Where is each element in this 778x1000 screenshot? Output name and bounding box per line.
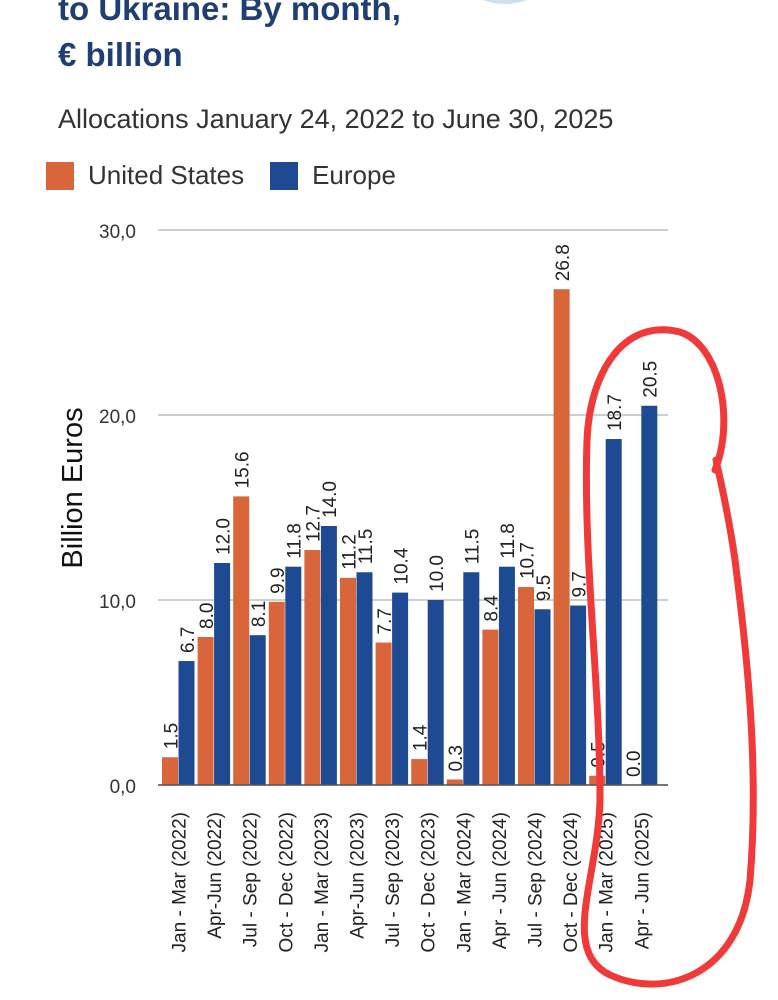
data-label: 10.4: [391, 547, 412, 584]
legend-item-europe: Europe: [270, 160, 396, 191]
bar-europe: [356, 572, 373, 785]
bar-us: [268, 601, 285, 785]
x-tick-label: Apr-Jun (2023): [348, 812, 369, 939]
data-label: 9.5: [534, 575, 555, 601]
bar-us: [411, 759, 428, 785]
bar-europe: [498, 566, 515, 785]
data-label: 11.5: [356, 529, 377, 565]
legend-label-us: United States: [88, 160, 245, 190]
data-label: 11.8: [285, 523, 306, 559]
data-label: 0.0: [624, 751, 645, 777]
title-line-2: € billion: [58, 36, 183, 73]
data-label: 12.0: [213, 518, 234, 555]
data-label: 10.0: [427, 555, 448, 592]
data-label: 20.5: [641, 361, 662, 398]
x-tick-label: Jul - Sep (2024): [526, 812, 547, 947]
data-label: 1.4: [410, 724, 431, 751]
bar-europe: [605, 439, 622, 785]
legend: United States Europe: [46, 160, 422, 191]
data-label: 9.7: [569, 571, 590, 597]
red-annotation-circle: [580, 326, 757, 988]
x-tick-label: Oct - Dec (2023): [419, 812, 440, 952]
legend-item-us: United States: [46, 160, 244, 191]
legend-swatch-us: [46, 161, 74, 190]
bar-us: [482, 629, 499, 785]
bar-europe: [320, 526, 337, 785]
y-tick-label: 20,0: [99, 407, 136, 428]
y-tick-label: 10,0: [99, 592, 136, 613]
chart-title: to Ukraine: By month, € billion: [58, 0, 401, 78]
data-label: 11.5: [463, 529, 484, 565]
title-line-1: to Ukraine: By month,: [58, 0, 401, 27]
bar-europe: [570, 605, 587, 785]
bar-us: [553, 289, 570, 785]
x-tick-label: Oct - Dec (2022): [276, 812, 297, 952]
bar-us: [162, 757, 178, 785]
x-tick-label: Jan - Mar (2024): [454, 812, 475, 952]
data-label: 8.1: [249, 601, 270, 627]
y-tick-label: 0,0: [110, 777, 136, 798]
bar-europe: [392, 592, 409, 785]
x-tick-label: Apr - Jun (2025): [632, 812, 653, 949]
x-tick-label: Jan - Mar (2022): [170, 812, 191, 952]
bar-us: [197, 637, 214, 785]
data-label: 7.7: [375, 608, 396, 634]
bar-us: [446, 779, 463, 785]
bar-europe: [285, 566, 302, 785]
bar-us: [340, 577, 356, 785]
bar-europe: [214, 563, 231, 785]
data-label: 0.3: [446, 745, 467, 771]
data-label: 11.2: [339, 534, 360, 570]
bar-europe: [534, 609, 551, 785]
data-label: 11.8: [498, 523, 519, 559]
data-label: 26.8: [553, 244, 574, 281]
data-label: 6.7: [178, 627, 199, 653]
bar-europe: [249, 635, 266, 785]
x-tick-label: Jan - Mar (2023): [312, 812, 333, 952]
x-tick-label: Jul - Sep (2023): [383, 812, 404, 947]
legend-swatch-europe: [270, 161, 299, 190]
chart-subtitle: Allocations January 24, 2022 to June 30,…: [58, 104, 614, 134]
bar-us: [375, 642, 392, 785]
legend-label-europe: Europe: [312, 160, 396, 190]
data-label: 14.0: [320, 481, 341, 518]
x-tick-label: Apr-Jun (2022): [205, 812, 226, 939]
data-label: 10.7: [517, 542, 538, 579]
x-tick-label: Jan - Mar (2025): [597, 812, 618, 952]
data-label: 1.5: [161, 723, 182, 749]
data-label: 8.4: [482, 595, 503, 622]
y-axis-label: Billion Euros: [57, 407, 89, 568]
data-label: 9.9: [268, 567, 289, 593]
x-tick-label: Oct - Dec (2024): [561, 812, 582, 952]
data-label: 12.7: [304, 505, 325, 542]
bar-europe: [427, 600, 444, 785]
data-label: 18.7: [605, 394, 626, 431]
globe-logo-icon: [482, 0, 528, 4]
bar-europe: [178, 661, 195, 785]
bar-us: [518, 587, 534, 785]
y-tick-label: 30,0: [99, 222, 136, 243]
bar-us: [304, 550, 321, 785]
x-tick-label: Apr - Jun (2024): [490, 812, 511, 949]
x-tick-label: Jul - Sep (2022): [241, 812, 262, 947]
bar-europe: [641, 405, 658, 785]
bar-europe: [463, 572, 480, 785]
data-label: 15.6: [232, 451, 253, 488]
bar-us: [233, 496, 250, 785]
data-label: 8.0: [197, 603, 218, 629]
